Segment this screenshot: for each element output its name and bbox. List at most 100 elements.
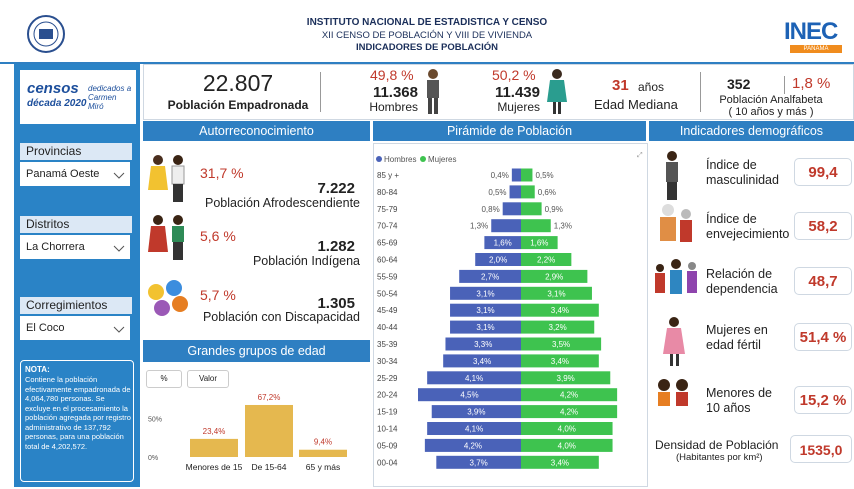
section-header: Grandes grupos de edad xyxy=(143,340,370,362)
filter-dropdown[interactable]: El Coco xyxy=(20,316,130,340)
indicator-label: Menores de 10 años xyxy=(706,386,773,415)
value-label: 4,1% xyxy=(465,425,483,434)
filter-dropdown[interactable]: La Chorrera xyxy=(20,235,130,259)
value-label: 4,0% xyxy=(558,425,576,434)
note-box xyxy=(20,360,134,482)
kpi-label: Población Analfabeta xyxy=(719,94,823,106)
bar xyxy=(431,405,521,419)
y-tick-label: 65-69 xyxy=(377,239,398,248)
value-label: 67,2% xyxy=(258,393,281,402)
censos-dedication: dedicados a Carmen Miró xyxy=(88,84,132,111)
sidebar xyxy=(14,64,140,487)
bar xyxy=(459,269,521,283)
bar xyxy=(502,202,521,216)
bar xyxy=(484,236,521,250)
value-label: 4,2% xyxy=(560,408,578,417)
x-tick-label: Menores de 15 xyxy=(185,462,243,472)
y-tick-label: 45-49 xyxy=(377,306,398,315)
value-label: 3,1% xyxy=(476,323,494,332)
legend-marker xyxy=(420,156,426,162)
value-label: 3,4% xyxy=(551,357,569,366)
bar xyxy=(521,219,551,233)
density-sublabel: (Habitantes por km²) xyxy=(676,452,763,463)
bar xyxy=(450,320,521,334)
bar xyxy=(445,337,521,351)
filter-label: Corregimientos xyxy=(20,297,132,314)
y-tick-label: 0% xyxy=(148,455,158,462)
indicator-label: Relación de dependencia xyxy=(706,267,778,296)
kpi-sublabel: ( 10 años y más ) xyxy=(728,106,814,118)
toggle-button[interactable]: % xyxy=(146,370,182,388)
inec-logo-sub: PANAMÁ xyxy=(790,45,842,53)
bar xyxy=(521,202,542,216)
section-header: Pirámide de Población xyxy=(373,121,646,141)
bar xyxy=(521,253,572,266)
value-label: 3,7% xyxy=(470,458,488,467)
indicator-value: 58,2 xyxy=(794,212,852,240)
value-label: 3,4% xyxy=(551,306,569,315)
y-tick-label: 15-19 xyxy=(377,408,398,417)
value-label: 4,0% xyxy=(558,441,576,450)
legend-marker xyxy=(376,156,382,162)
value-label: 3,3% xyxy=(474,340,492,349)
kpi-unit: años xyxy=(638,80,665,94)
value-label: 2,0% xyxy=(489,256,507,265)
note-title: NOTA: xyxy=(25,365,50,374)
value-label: 1,6% xyxy=(494,239,512,248)
bar xyxy=(427,371,521,385)
header xyxy=(0,0,854,64)
kpi-value: 31 xyxy=(612,77,629,94)
value-label: 0,5% xyxy=(488,188,506,197)
age-group-chart: 0% 50% 23,4% 67,2% 9,4% xyxy=(148,393,347,462)
value-label: 9,4% xyxy=(314,438,332,447)
x-tick-label: 65 y más xyxy=(305,462,341,472)
bar xyxy=(521,388,618,402)
header-heading: INDICADORES DE POBLACIÓN xyxy=(356,42,498,53)
indicator-value: 1535,0 xyxy=(790,435,852,463)
value-label: 23,4% xyxy=(203,427,226,436)
bar xyxy=(443,354,521,368)
bar xyxy=(521,422,613,435)
bar xyxy=(245,404,293,457)
bar xyxy=(521,236,558,250)
value-label: 3,4% xyxy=(551,458,569,467)
header-subtitle: XII CENSO DE POBLACIÓN Y VIII DE VIVIEND… xyxy=(321,30,533,41)
value-label: 0,6% xyxy=(538,188,556,197)
legend-label: Hombres xyxy=(384,155,416,164)
kpi-value: 11.368 xyxy=(372,84,418,101)
bar xyxy=(511,168,521,182)
bar xyxy=(521,303,599,317)
toggle-button[interactable]: Valor xyxy=(187,370,229,388)
value-label: 2,9% xyxy=(545,272,563,281)
indicator-value: 99,4 xyxy=(794,158,852,186)
kpi-label: Población Empadronada xyxy=(167,98,309,112)
value-label: 0,5% xyxy=(535,171,553,180)
filter-dropdown[interactable]: Panamá Oeste xyxy=(20,162,130,186)
y-tick-label: 30-34 xyxy=(377,357,398,366)
y-tick-label: 20-24 xyxy=(377,391,398,400)
censos-logo xyxy=(20,70,136,124)
percent: 5,7 % xyxy=(200,287,236,303)
y-tick-label: 00-04 xyxy=(377,458,398,467)
indicator-label: Índice de envejecimiento xyxy=(706,212,790,241)
kpi-percent: 49,8 % xyxy=(370,67,414,83)
value-label: 3,1% xyxy=(476,306,494,315)
bar xyxy=(509,185,521,199)
bar xyxy=(521,405,618,419)
bar xyxy=(475,253,521,266)
y-tick-label: 10-14 xyxy=(377,425,398,434)
kpi-label: Mujeres xyxy=(497,100,540,114)
indicator-label: Índice de masculinidad xyxy=(706,158,779,187)
label: Población con Discapacidad xyxy=(202,310,360,324)
value-label: 2,2% xyxy=(537,256,555,265)
y-tick-label: 55-59 xyxy=(377,272,398,281)
indicator-value: 48,7 xyxy=(794,267,852,295)
inec-logo: INEC xyxy=(784,18,838,45)
value-label: 4,1% xyxy=(465,374,483,383)
kpi-value: 352 xyxy=(727,76,751,92)
value-label: 2,7% xyxy=(481,272,499,281)
menu-icon: ⤢ xyxy=(637,152,643,159)
kpi-value: 22.807 xyxy=(202,70,274,96)
bar xyxy=(521,371,611,385)
